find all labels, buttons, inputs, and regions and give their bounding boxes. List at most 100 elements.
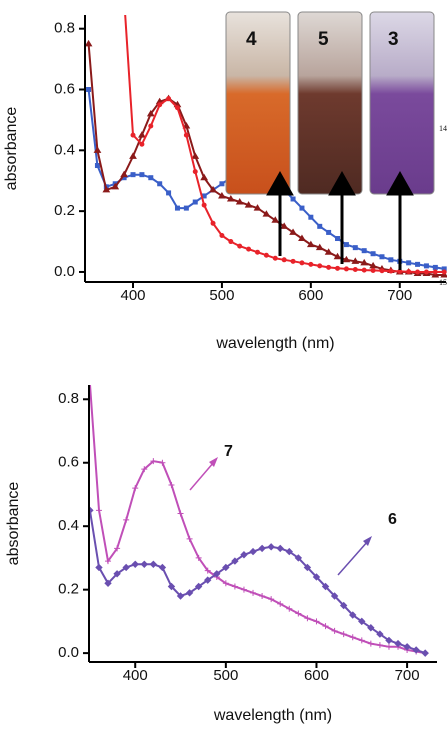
- marker: [351, 257, 360, 264]
- margin-label: 150: [439, 278, 447, 287]
- marker: [313, 618, 320, 625]
- marker: [358, 617, 366, 626]
- x-tick-label: 500: [209, 287, 234, 304]
- marker: [258, 544, 266, 553]
- marker: [185, 589, 194, 597]
- marker: [150, 458, 157, 465]
- marker: [95, 507, 102, 514]
- marker: [174, 105, 180, 111]
- marker: [226, 195, 235, 202]
- marker: [326, 229, 332, 235]
- marker: [415, 261, 421, 267]
- inset-photo: 4 5 3: [225, 11, 435, 195]
- marker: [342, 255, 351, 263]
- x-tick-label: 600: [304, 667, 329, 684]
- x-tick-label: 400: [123, 667, 148, 684]
- marker: [388, 268, 394, 274]
- marker: [331, 627, 338, 634]
- marker: [85, 39, 93, 47]
- y-tick-label: 0.8: [54, 20, 75, 37]
- cuvette: [297, 11, 363, 195]
- marker: [406, 269, 412, 275]
- marker: [333, 252, 342, 260]
- marker: [194, 582, 203, 591]
- marker: [138, 131, 146, 138]
- marker: [123, 516, 130, 523]
- marker: [290, 196, 296, 202]
- marker: [280, 222, 289, 229]
- marker: [105, 558, 112, 565]
- marker: [186, 535, 193, 542]
- marker: [326, 264, 332, 270]
- cuvette: [225, 11, 291, 195]
- marker: [263, 252, 269, 258]
- marker: [295, 610, 302, 617]
- marker: [306, 240, 315, 248]
- y-axis-label: absorbance: [3, 107, 20, 191]
- data-line: [89, 510, 426, 655]
- marker: [276, 544, 284, 553]
- arrow: [189, 461, 215, 491]
- arrowhead: [386, 170, 414, 196]
- marker: [240, 586, 247, 593]
- marker: [312, 573, 321, 581]
- marker: [93, 146, 102, 153]
- marker: [388, 257, 394, 263]
- marker: [219, 181, 225, 187]
- series-label: 7: [224, 443, 233, 460]
- marker: [167, 582, 176, 591]
- marker: [412, 646, 420, 654]
- marker: [423, 263, 429, 269]
- x-tick-label: 700: [395, 667, 420, 684]
- marker: [324, 248, 333, 255]
- arrowhead: [266, 170, 294, 196]
- marker: [250, 589, 257, 596]
- marker: [415, 269, 421, 275]
- marker: [262, 210, 271, 217]
- marker: [385, 636, 393, 645]
- marker: [335, 236, 341, 242]
- marker: [218, 191, 226, 199]
- plots: 400 500 600 700 0.0 0.2 0.4 0.6 0.8 wavelength (n…: [3, 15, 447, 724]
- marker: [349, 611, 357, 619]
- marker: [192, 199, 198, 205]
- marker: [315, 243, 324, 251]
- marker: [132, 485, 139, 492]
- marker: [114, 545, 121, 552]
- marker: [104, 579, 112, 588]
- x-axis-label: wavelength (nm): [215, 335, 334, 352]
- marker: [281, 257, 287, 263]
- marker: [370, 267, 376, 273]
- marker: [95, 563, 103, 572]
- marker: [183, 205, 189, 211]
- marker: [317, 223, 323, 229]
- marker: [141, 466, 148, 473]
- sample-label: 4: [246, 29, 257, 50]
- marker: [308, 214, 314, 220]
- marker: [159, 459, 166, 466]
- marker: [379, 268, 385, 274]
- marker: [254, 249, 260, 255]
- margin-label: 140: [439, 124, 447, 133]
- x-tick-label: 400: [120, 287, 145, 304]
- marker: [122, 563, 130, 572]
- marker: [360, 258, 369, 266]
- marker: [174, 205, 180, 211]
- marker: [290, 258, 296, 264]
- marker: [432, 269, 438, 275]
- marker: [340, 631, 347, 638]
- marker: [139, 172, 145, 178]
- marker: [277, 600, 284, 607]
- x-tick-label: 600: [298, 287, 323, 304]
- y-tick-label: 0.2: [54, 202, 75, 219]
- marker: [244, 201, 253, 208]
- marker: [432, 264, 438, 270]
- arrowhead: [209, 457, 218, 467]
- marker: [157, 181, 163, 187]
- marker: [379, 254, 385, 260]
- marker: [440, 271, 447, 278]
- marker: [321, 582, 330, 591]
- marker: [191, 152, 200, 159]
